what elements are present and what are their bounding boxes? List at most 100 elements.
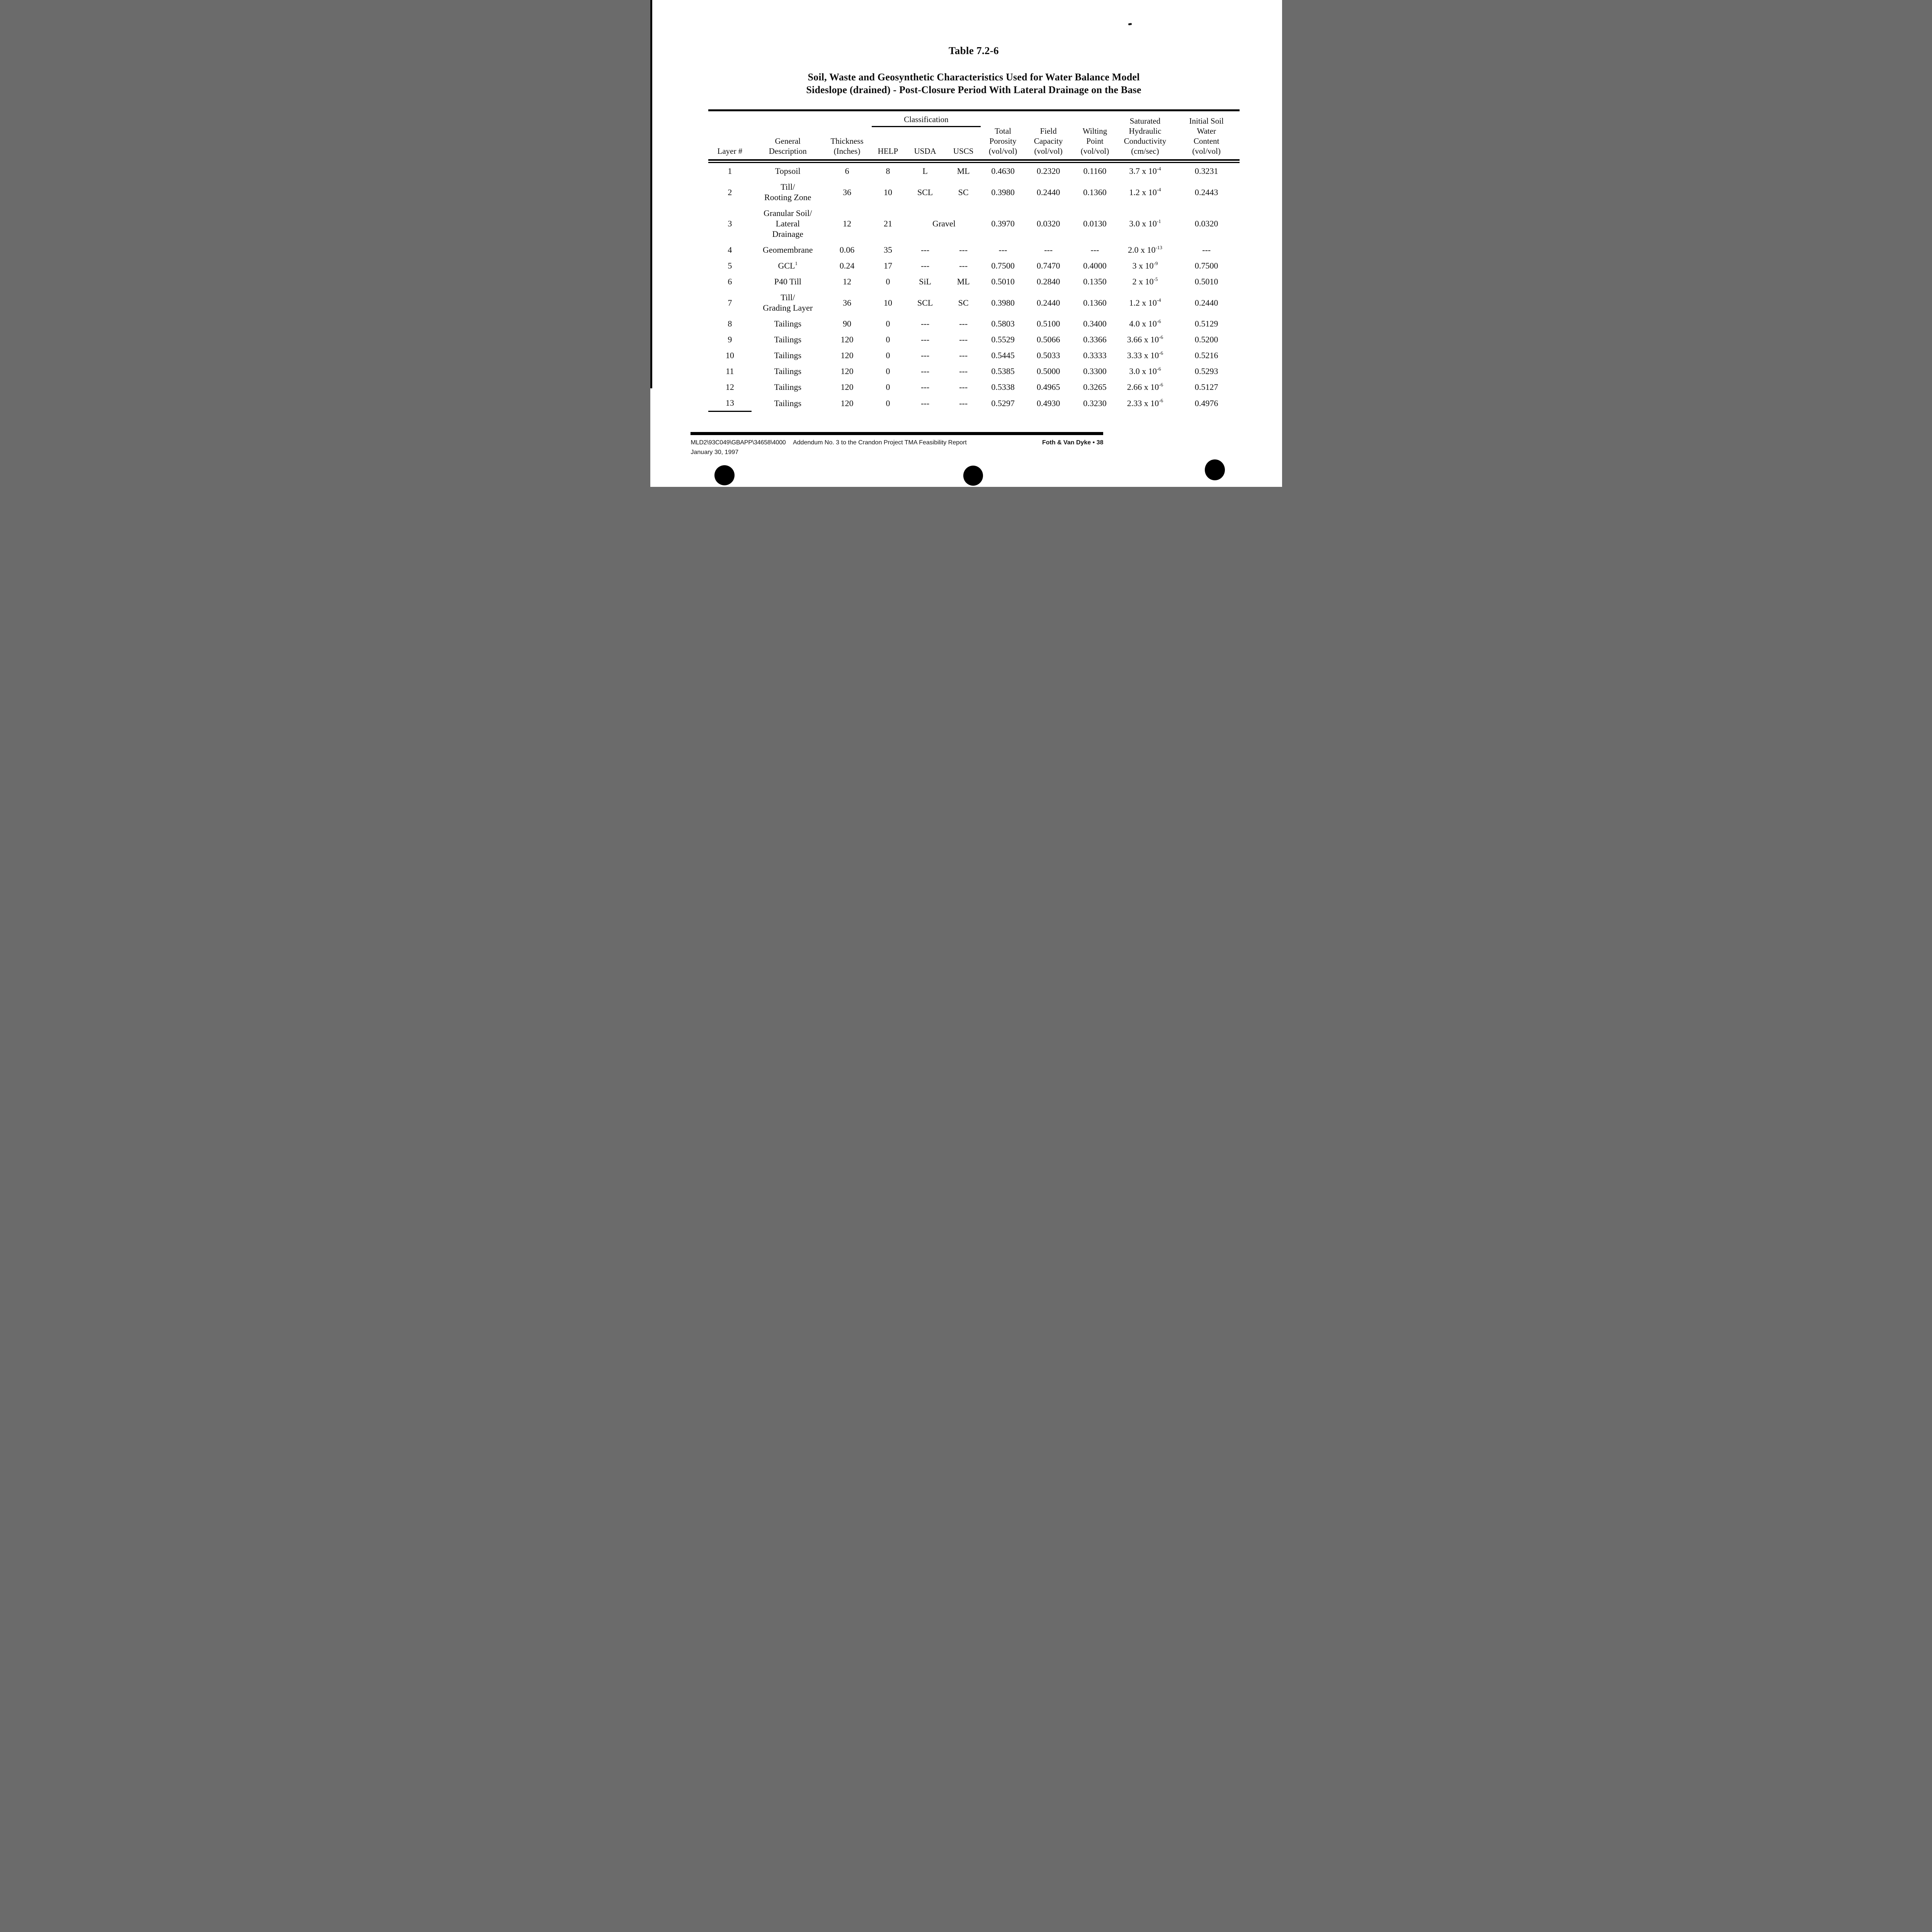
- table-row-layer-11: 11 Tailings 120 0 --- --- 0.5385 0.5000 0.3300 3.…: [708, 363, 1240, 379]
- help-cell: 0: [886, 350, 890, 360]
- field-capacity-cell: 0.4930: [1036, 398, 1060, 408]
- table-row-layer-5: 5 GCL1 0.24 17 --- --- 0.7500 0.7470 0.4000 3 x 1…: [708, 258, 1240, 274]
- conductivity-cell: 3.0 x 10-6: [1129, 366, 1161, 376]
- thickness-cell: 36: [843, 298, 852, 308]
- description-cell: Tailings: [774, 319, 802, 328]
- table-row-layer-3: 3 Granular Soil/Lateral Drainage 12 21 Gravel…: [708, 205, 1240, 242]
- uscs-cell: ---: [959, 382, 968, 392]
- description-cell: Tailings: [774, 382, 802, 392]
- total-porosity-cell: 0.5445: [991, 350, 1015, 360]
- initial-water-content-cell: 0.2443: [1195, 187, 1218, 197]
- punch-hole-middle: [963, 466, 983, 486]
- table-container: Layer # General Description Thickness (I…: [708, 109, 1240, 412]
- thickness-cell: 120: [840, 350, 854, 360]
- uscs-cell: ---: [959, 319, 968, 328]
- layer-number-cell: 5: [728, 261, 732, 270]
- usda-cell: ---: [921, 261, 930, 270]
- usda-cell: L: [922, 166, 928, 176]
- wilting-point-cell: 0.1160: [1083, 166, 1107, 176]
- footer-left: MLD2\93C049\GBAPP\34658\4000 Addendum No…: [691, 439, 967, 446]
- initial-water-content-cell: ---: [1202, 245, 1211, 255]
- field-capacity-cell: 0.0320: [1036, 219, 1060, 228]
- help-cell: 21: [883, 219, 892, 228]
- thickness-cell: 90: [843, 319, 852, 328]
- footer-date: January 30, 1997: [690, 449, 739, 456]
- thickness-cell: 120: [840, 398, 854, 408]
- field-capacity-cell: ---: [1044, 245, 1053, 255]
- field-capacity-cell: 0.5100: [1036, 319, 1060, 328]
- total-porosity-cell: 0.5010: [991, 277, 1015, 286]
- uscs-cell: ---: [959, 335, 968, 344]
- usda-cell: ---: [921, 366, 930, 376]
- conductivity-cell: 3.0 x 10-1: [1129, 218, 1161, 228]
- conductivity-cell: 2.33 x 10-6: [1127, 398, 1163, 408]
- col-header-total-porosity: Total Porosity (vol/vol): [988, 126, 1017, 156]
- usda-cell: ---: [921, 398, 930, 408]
- total-porosity-cell: 0.4630: [991, 166, 1015, 176]
- subtitle-line-2: Sideslope (drained) - Post-Closure Perio…: [806, 84, 1141, 95]
- field-capacity-cell: 0.2320: [1036, 166, 1060, 176]
- total-porosity-cell: ---: [998, 245, 1007, 255]
- layer-number-cell: 7: [728, 298, 732, 308]
- description-cell: Topsoil: [775, 166, 801, 176]
- conductivity-cell: 1.2 x 10-4: [1129, 297, 1161, 308]
- total-porosity-cell: 0.5338: [991, 382, 1015, 392]
- col-header-layer: Layer #: [717, 146, 743, 156]
- col-header-initial-soil-water-content: Initial Soil Water Content (vol/vol): [1189, 116, 1224, 156]
- total-porosity-cell: 0.3980: [991, 298, 1015, 308]
- wilting-point-cell: 0.3230: [1083, 398, 1107, 408]
- table-row-layer-12: 12 Tailings 120 0 --- --- 0.5338 0.4965 0.3265 2.…: [708, 379, 1240, 395]
- layer-number-cell: 6: [728, 277, 732, 286]
- initial-water-content-cell: 0.5293: [1195, 366, 1218, 376]
- help-cell: 10: [883, 298, 892, 308]
- initial-water-content-cell: 0.3231: [1195, 166, 1218, 176]
- conductivity-cell: 2.0 x 10-13: [1128, 244, 1162, 255]
- layer-number-cell: 8: [728, 319, 732, 328]
- punch-hole-right: [1204, 459, 1225, 480]
- table-row-layer-8: 8 Tailings 90 0 --- --- 0.5803 0.5100 0.3400 4.0 …: [708, 316, 1240, 332]
- classification-label: Classification: [904, 115, 949, 124]
- help-cell: 0: [886, 398, 890, 408]
- punch-hole-left: [714, 465, 735, 485]
- usda-cell: ---: [921, 350, 930, 360]
- wilting-point-cell: 0.3366: [1083, 335, 1107, 344]
- wilting-point-cell: 0.3400: [1083, 319, 1107, 328]
- col-header-description: General Description: [769, 136, 807, 156]
- footer-brand-page-number: Foth & Van Dyke • 38: [1042, 439, 1104, 446]
- layer-number-cell: 4: [728, 245, 732, 255]
- description-cell: Till/Rooting Zone: [764, 182, 811, 202]
- layer-number-cell: 11: [726, 366, 734, 376]
- total-porosity-cell: 0.5803: [991, 319, 1015, 328]
- usda-cell: SCL: [917, 187, 933, 197]
- table-row-layer-4: 4 Geomembrane 0.06 35 --- --- --- --- --- 2.0 x 1…: [708, 242, 1240, 258]
- footer-doc-id: MLD2\93C049\GBAPP\34658\4000: [690, 439, 786, 446]
- uscs-cell: SC: [958, 298, 969, 308]
- conductivity-cell: 3.66 x 10-6: [1127, 334, 1163, 344]
- initial-water-content-cell: 0.5216: [1195, 350, 1218, 360]
- total-porosity-cell: 0.3980: [991, 187, 1015, 197]
- thickness-cell: 0.24: [839, 261, 855, 270]
- data-table: Layer # General Description Thickness (I…: [708, 109, 1240, 412]
- description-cell: Tailings: [774, 350, 802, 360]
- conductivity-cell: 3.33 x 10-6: [1127, 350, 1163, 360]
- field-capacity-cell: 0.7470: [1036, 261, 1060, 270]
- layer-number-cell: 12: [725, 382, 734, 392]
- page-footer: MLD2\93C049\GBAPP\34658\4000 Addendum No…: [691, 439, 1104, 456]
- help-cell: 10: [883, 187, 892, 197]
- wilting-point-cell: 0.3300: [1083, 366, 1107, 376]
- page-title: Table 7.2-6: [949, 45, 999, 56]
- total-porosity-cell: 0.5297: [991, 398, 1015, 408]
- col-header-help: HELP: [878, 146, 898, 156]
- col-header-usda: USDA: [914, 146, 936, 156]
- table-row-layer-7: 7 Till/Grading Layer 36 10 SCL SC 0.3980 0.2440…: [708, 289, 1240, 316]
- initial-water-content-cell: 0.5129: [1195, 319, 1218, 328]
- help-cell: 0: [886, 366, 890, 376]
- table-header-row: Layer # General Description Thickness (I…: [708, 111, 1240, 160]
- field-capacity-cell: 0.4965: [1036, 382, 1060, 392]
- col-header-saturated-hydraulic-conductivity: Saturated Hydraulic Conductivity (cm/sec…: [1124, 116, 1167, 156]
- conductivity-cell: 4.0 x 10-6: [1129, 318, 1161, 328]
- help-cell: 35: [883, 245, 892, 255]
- footer-doc-title: Addendum No. 3 to the Crandon Project TM…: [793, 439, 967, 446]
- table-header: Layer # General Description Thickness (I…: [708, 111, 1240, 163]
- total-porosity-cell: 0.3970: [991, 219, 1015, 228]
